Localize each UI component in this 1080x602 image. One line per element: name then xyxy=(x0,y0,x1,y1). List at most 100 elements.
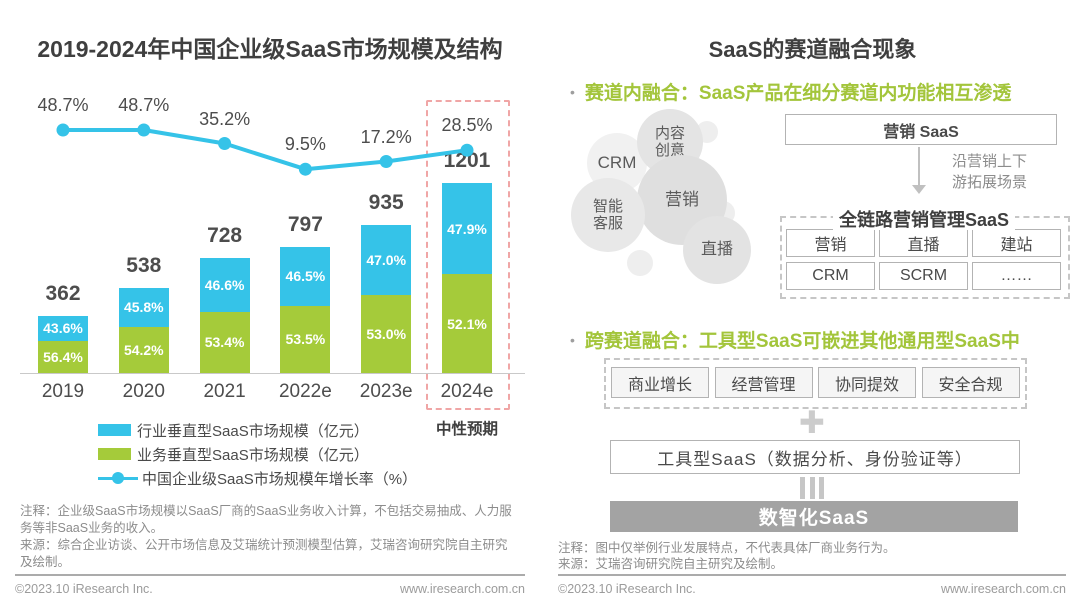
bullet-dot-icon: • xyxy=(570,332,575,348)
bar-segment-industry-vertical xyxy=(361,225,412,295)
segment-share-label: 53.4% xyxy=(204,334,245,351)
growth-point xyxy=(460,143,474,157)
growth-rate-label: 17.2% xyxy=(360,126,412,147)
bar-total-label: 362 xyxy=(45,281,81,305)
bullet-text: 跨赛道融合：工具型SaaS可嵌进其他通用型SaaS中 xyxy=(584,331,1020,352)
bar-segment-industry-vertical xyxy=(38,315,88,341)
decorative-bubble xyxy=(627,250,653,276)
legend-item-label: 业务垂直型SaaS市场规模（亿元） xyxy=(137,446,369,464)
tool-category-box: 经营管理 xyxy=(714,367,813,398)
legend-item: 业务垂直型SaaS市场规模（亿元） xyxy=(98,442,417,466)
forecast-highlight-box xyxy=(426,100,510,410)
x-axis-tick-label: 2019 xyxy=(41,381,85,402)
down-arrow-head-icon xyxy=(912,185,926,194)
bullet-text: 赛道内融合：SaaS产品在细分赛道内功能相互渗透 xyxy=(584,83,1012,104)
footnote-line: 注释：图中仅举例行业发展特点，不代表具体厂商业务行为。 xyxy=(558,541,896,555)
bar-segment-industry-vertical xyxy=(118,287,169,327)
full-chain-title: 全链路营销管理SaaS xyxy=(780,206,1068,232)
bar-segment-business-vertical xyxy=(361,294,412,373)
segment-share-label: 46.6% xyxy=(204,276,245,293)
triple-bar-equals-icon xyxy=(800,477,824,499)
x-axis-tick-label: 2021 xyxy=(203,381,246,402)
x-axis-line xyxy=(20,373,525,374)
chain-item-box: CRM xyxy=(786,262,875,290)
blue-bar-swatch-icon xyxy=(98,424,131,436)
green-bar-swatch-icon xyxy=(98,448,131,460)
bar-total-label: 728 xyxy=(207,223,243,247)
segment-share-label: 47.0% xyxy=(366,251,407,268)
bar-total-label: 797 xyxy=(287,213,323,237)
segment-share-label: 46.5% xyxy=(285,268,326,285)
legend-item-label: 行业垂直型SaaS市场规模（亿元） xyxy=(137,422,369,440)
general-saas-group-box xyxy=(604,358,1027,409)
footnote-line: 来源：综合企业访谈、公开市场信息及艾瑞统计预测模型估算，艾瑞咨询研究院自主研究及… xyxy=(20,538,508,569)
bar-segment-industry-vertical xyxy=(199,257,250,312)
chain-item-box: 直播 xyxy=(879,229,968,257)
bullet-dot-icon: • xyxy=(570,84,575,100)
growth-rate-label: 48.7% xyxy=(118,95,170,115)
growth-rate-label: 35.2% xyxy=(199,108,251,129)
footnote-line: 注释：企业级SaaS市场规模以SaaS厂商的SaaS业务收入计算，不包括交易抽成… xyxy=(20,504,512,535)
bubble-label: CRM xyxy=(597,153,637,173)
legend-item-label: 中国企业级SaaS市场规模年增长率（%） xyxy=(142,470,418,488)
bubble-label: 客服 xyxy=(592,215,623,232)
chart-title: 2019-2024年中国企业级SaaS市场规模及结构 xyxy=(37,36,503,62)
bullet-item: • 跨赛道融合：工具型SaaS可嵌进其他通用型SaaS中 xyxy=(570,326,1075,353)
tool-category-box: 安全合规 xyxy=(921,367,1020,398)
copyright: ©2023.10 iResearch Inc. xyxy=(558,582,696,596)
legend-item: 行业垂直型SaaS市场规模（亿元） xyxy=(98,418,417,442)
bar-segment-business-vertical xyxy=(442,274,492,373)
segment-share-label: 54.2% xyxy=(123,341,164,358)
growth-point xyxy=(379,155,393,168)
result-saas-box: 数智化SaaS xyxy=(610,501,1018,532)
growth-rate-label: 9.5% xyxy=(284,134,326,155)
bubble-smart-service: 智能 客服 xyxy=(571,178,645,252)
bubble-label: 创意 xyxy=(654,142,685,159)
segment-share-label: 47.9% xyxy=(447,220,487,237)
segment-share-label: 53.5% xyxy=(285,331,326,348)
growth-rate-label: 28.5% xyxy=(441,115,493,136)
bar-segment-industry-vertical xyxy=(280,247,331,306)
bubble-label: 智能 xyxy=(592,197,623,215)
bubble-label: 直播 xyxy=(700,240,733,258)
growth-point xyxy=(298,162,312,176)
bar-segment-business-vertical xyxy=(38,340,88,373)
bar-total-label: 538 xyxy=(126,253,162,277)
chain-item-box: SCRM xyxy=(879,262,968,290)
footnote-line: 来源：艾瑞咨询研究院自主研究及绘制。 xyxy=(558,557,784,571)
growth-line xyxy=(56,123,474,176)
line-dot-swatch-icon xyxy=(98,472,138,484)
growth-rate-label: 48.7% xyxy=(37,95,89,115)
bubble-label: 营销 xyxy=(665,190,699,210)
bubble-label: 内容 xyxy=(654,124,685,142)
x-axis-tick-label: 2022e xyxy=(278,381,332,402)
bar-segment-industry-vertical xyxy=(442,183,492,275)
chain-item-box: 建站 xyxy=(972,229,1061,257)
tool-category-box: 协同提效 xyxy=(818,367,916,398)
bar-total-label: 1201 xyxy=(443,149,491,173)
tool-saas-box: 工具型SaaS（数据分析、身份验证等） xyxy=(610,440,1020,474)
segment-share-label: 52.1% xyxy=(447,315,487,332)
chain-item-box: 营销 xyxy=(786,229,875,257)
x-axis-tick-label: 2020 xyxy=(122,381,165,402)
plus-icon: ✚ xyxy=(799,405,825,440)
growth-point xyxy=(137,123,151,137)
bubble-livestream: 直播 xyxy=(683,216,751,284)
growth-point xyxy=(56,123,70,137)
growth-point xyxy=(218,137,232,150)
footnote: 注释：企业级SaaS市场规模以SaaS厂商的SaaS业务收入计算，不包括交易抽成… xyxy=(20,503,512,571)
chart-legend: 行业垂直型SaaS市场规模（亿元） 业务垂直型SaaS市场规模（亿元） 中国企业… xyxy=(98,418,417,490)
footnote: 注释：图中仅举例行业发展特点，不代表具体厂商业务行为。 来源：艾瑞咨询研究院自主… xyxy=(558,540,1058,572)
down-arrow-icon xyxy=(918,147,920,185)
bullet-item: • 赛道内融合：SaaS产品在细分赛道内功能相互渗透 xyxy=(570,78,1075,105)
page-footer: ©2023.10 iResearch Inc. www.iresearch.co… xyxy=(558,574,1066,596)
website: www.iresearch.com.cn xyxy=(940,582,1066,596)
segment-share-label: 53.0% xyxy=(366,325,407,342)
website: www.iresearch.com.cn xyxy=(399,582,525,596)
chain-item-box: …… xyxy=(972,262,1061,290)
x-axis-tick-label: 2024e xyxy=(440,381,494,402)
copyright: ©2023.10 iResearch Inc. xyxy=(15,582,153,596)
stacked-bar-line-chart: 43.6% 56.4% 362 2019 45.8% 54.2% 538 2020 46.6% 5… xyxy=(15,90,535,420)
bar-segment-business-vertical xyxy=(118,326,169,373)
